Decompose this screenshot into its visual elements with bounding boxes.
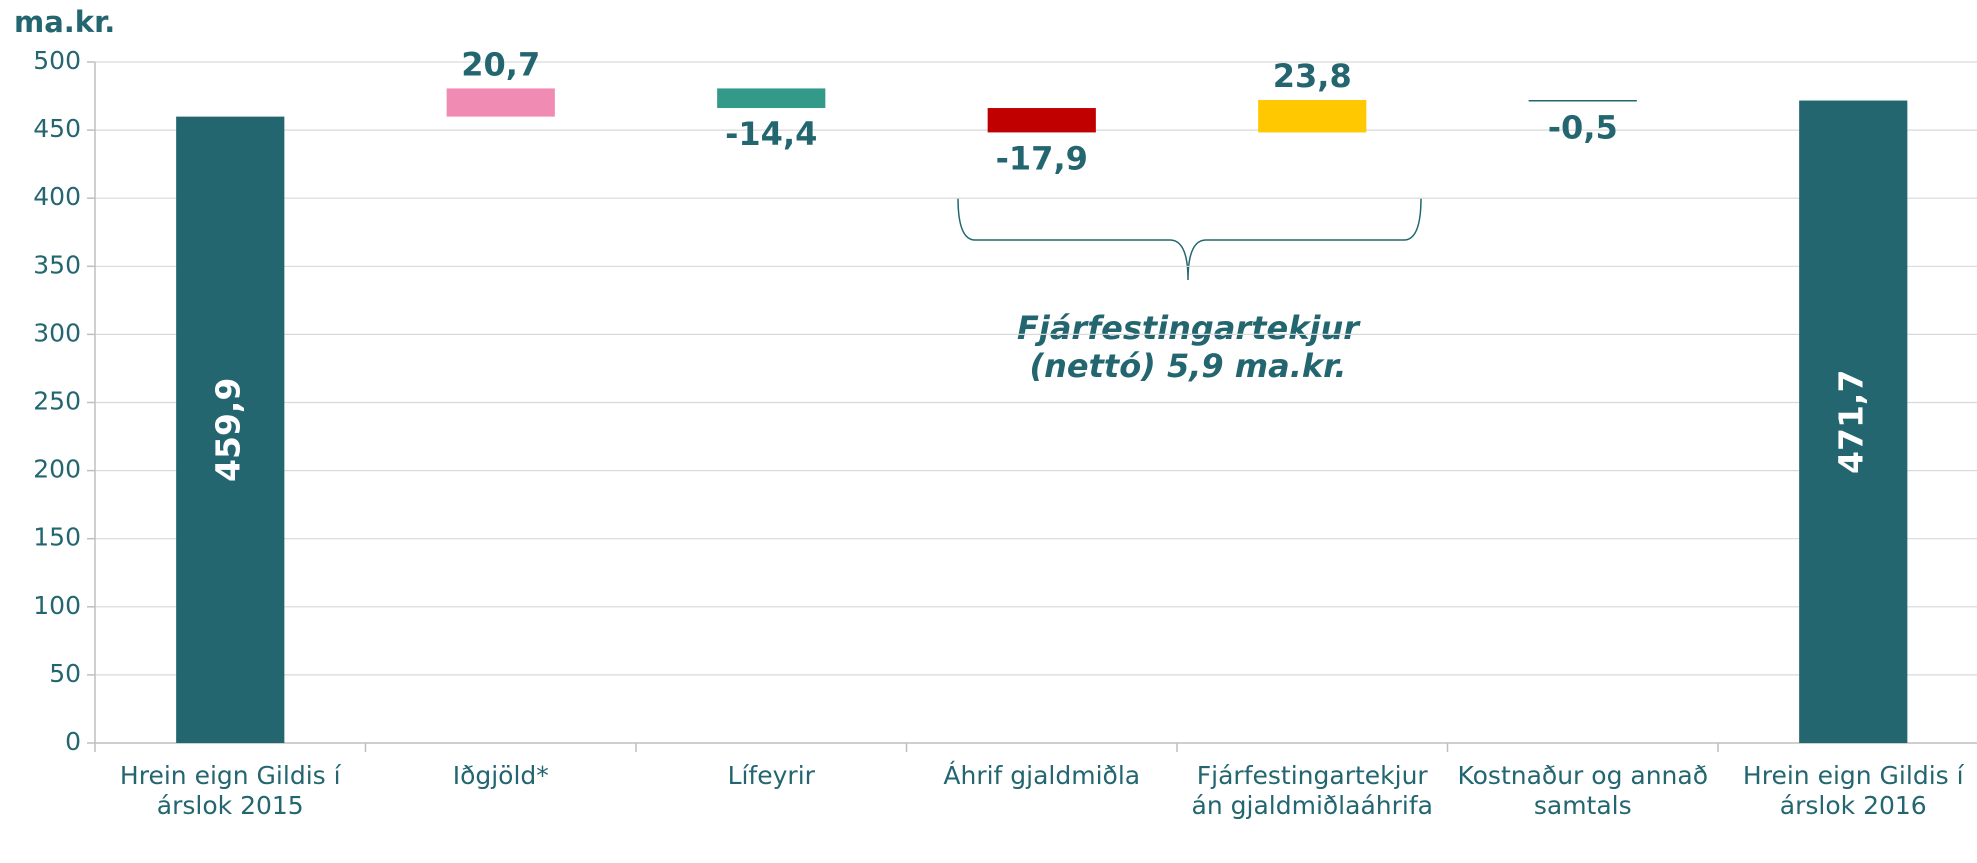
y-tick-label: 100 xyxy=(33,591,81,620)
y-tick-label: 300 xyxy=(33,318,81,347)
data-label: 20,7 xyxy=(461,45,540,83)
y-tick-label: 50 xyxy=(49,659,81,688)
x-tick-label: Lífeyrir xyxy=(727,761,815,790)
x-tick-label: Hrein eign Gildis í árslok 2016 xyxy=(1742,761,1964,820)
bar xyxy=(1799,100,1908,743)
data-label: -0,5 xyxy=(1548,108,1618,146)
data-label: 471,7 xyxy=(1832,370,1871,474)
annotation: Fjárfestingartekjur xyxy=(1017,309,1361,347)
x-tick-label: Áhrif gjaldmiðla xyxy=(943,761,1141,790)
y-tick-label: 200 xyxy=(33,455,81,484)
y-tick-label: 0 xyxy=(65,727,81,756)
y-tick-label: 450 xyxy=(33,114,81,143)
bar xyxy=(1528,99,1637,102)
x-tick-label: Hrein eign Gildis í árslok 2015 xyxy=(119,761,341,820)
y-tick-label: 400 xyxy=(33,182,81,211)
bar xyxy=(717,88,826,109)
bar xyxy=(446,88,555,117)
y-tick-label: 150 xyxy=(33,523,81,552)
y-tick-label: 500 xyxy=(33,46,81,75)
y-axis-label: ma.kr. xyxy=(14,5,115,39)
data-label: -17,9 xyxy=(996,139,1088,177)
data-label: -14,4 xyxy=(725,115,817,153)
data-label: 459,9 xyxy=(209,378,248,482)
brace xyxy=(957,197,1422,281)
bar xyxy=(987,108,1096,133)
y-tick-label: 250 xyxy=(33,387,81,416)
bar xyxy=(176,116,285,743)
bar xyxy=(1258,99,1367,133)
y-tick-label: 350 xyxy=(33,250,81,279)
data-label: 23,8 xyxy=(1273,57,1352,95)
x-tick-label: Fjárfestingartekjur án gjaldmiðlaáhrifa xyxy=(1191,761,1433,820)
x-tick-label: Kostnaður og annað samtals xyxy=(1457,761,1709,820)
annotation: (nettó) 5,9 ma.kr. xyxy=(1029,347,1346,385)
x-tick-label: Iðgjöld* xyxy=(452,761,549,790)
